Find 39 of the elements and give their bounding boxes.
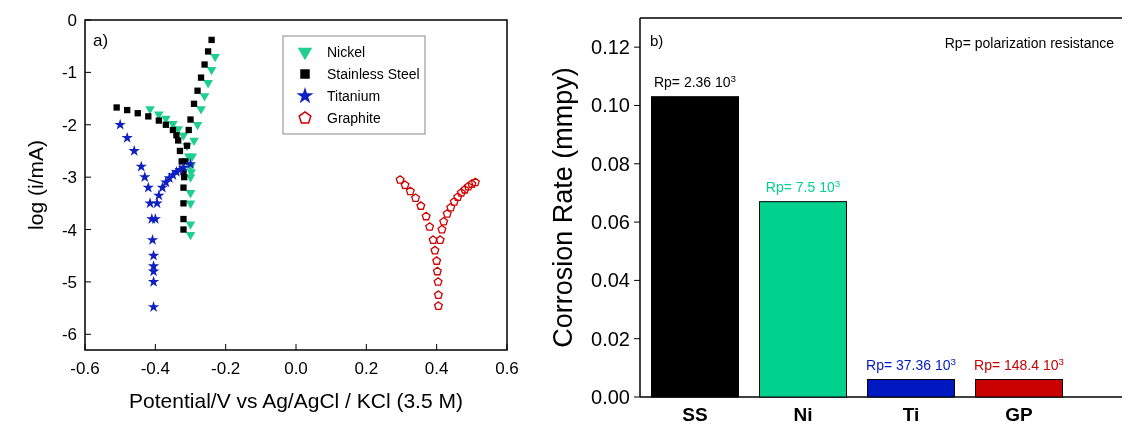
legend-label: Titanium <box>327 88 381 104</box>
x-tick-label: -0.6 <box>70 359 100 378</box>
y-tick-label: -4 <box>61 220 77 240</box>
y-axis-title: Corrosion Rate (mmpy) <box>548 67 578 348</box>
legend-label: Graphite <box>327 110 381 126</box>
y-tick-label: -1 <box>61 63 77 83</box>
y-tick-label: -5 <box>61 272 77 292</box>
x-tick-label: 0.6 <box>495 359 519 378</box>
data-label: Rp= 7.5 10$^{3}$ <box>765 177 841 195</box>
x-tick-label: 0.4 <box>424 359 449 378</box>
annotation: Rp= polarization resistance <box>944 35 1115 51</box>
y-axis-title: log (i/mA) <box>24 140 47 230</box>
x-tick-label: 0.2 <box>354 359 379 378</box>
data-label: Rp= 2.36 10$^{3}$ <box>653 72 737 90</box>
y-tick-label: 0.08 <box>591 152 630 175</box>
data-label: Rp= 148.4 10$^{3}$ <box>974 355 1065 373</box>
annotation: a) <box>93 31 109 50</box>
x-tick-label: -0.2 <box>211 359 241 378</box>
x-axis-title: Potential/V vs Ag/AgCl / KCl (3.5 M) <box>129 389 463 412</box>
x-tick-label: Ni <box>793 404 813 425</box>
y-tick-label: 0.04 <box>591 269 630 292</box>
y-tick-label: -2 <box>61 115 77 135</box>
x-tick-label: Ti <box>902 404 920 425</box>
legend-label: Stainless Steel <box>327 66 420 82</box>
annotation: b) <box>650 32 664 49</box>
x-tick-label: -0.4 <box>140 359 170 378</box>
y-tick-label: 0.10 <box>591 94 630 117</box>
y-tick-label: -3 <box>61 168 77 188</box>
y-tick-label: 0 <box>67 11 77 30</box>
x-tick-label: 0.0 <box>284 359 308 378</box>
y-tick-label: 0.02 <box>591 327 630 350</box>
x-tick-label: GP <box>1005 404 1034 425</box>
x-tick-label: SS <box>682 404 708 425</box>
y-tick-label: -6 <box>61 325 77 345</box>
y-tick-label: 0.00 <box>591 386 630 408</box>
y-tick-label: 0.12 <box>591 36 630 59</box>
y-tick-label: 0.06 <box>591 211 630 234</box>
legend-label: Nickel <box>327 44 366 60</box>
data-label: Rp= 37.36 10$^{3}$ <box>866 355 957 373</box>
